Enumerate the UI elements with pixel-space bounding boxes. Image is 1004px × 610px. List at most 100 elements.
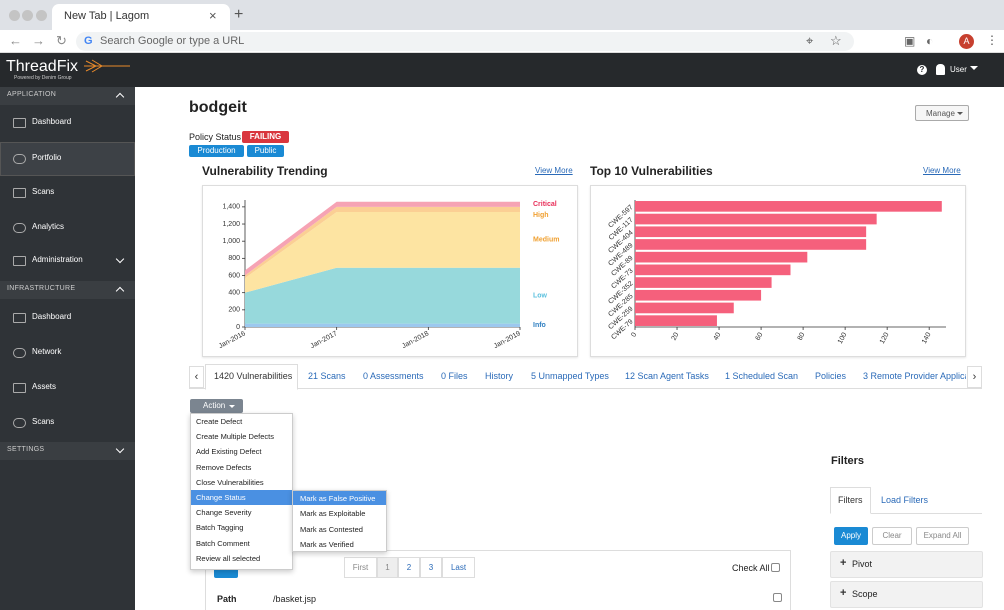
filter-button[interactable]: Apply <box>834 527 868 545</box>
menu-item[interactable]: Change Severity <box>196 508 252 518</box>
user-menu[interactable]: User <box>950 65 967 74</box>
new-tab[interactable]: + <box>234 6 244 23</box>
omnibox-icon[interactable]: ⌖ <box>806 33 814 48</box>
sidebar-section[interactable] <box>0 442 135 460</box>
nav-icon <box>13 256 26 266</box>
sidebar-item[interactable]: Dashboard <box>32 117 72 126</box>
page-link[interactable]: 2 <box>398 557 420 578</box>
window-button[interactable] <box>36 10 47 21</box>
help-icon[interactable]: ? <box>917 65 927 75</box>
sidebar-item[interactable]: Scans <box>32 187 55 196</box>
browser-tab[interactable] <box>52 4 230 30</box>
page-link[interactable]: 3 <box>420 557 442 578</box>
nav-icon <box>13 348 26 358</box>
reload-button[interactable]: ↻ <box>56 33 67 48</box>
extension-icon[interactable]: ▣ <box>904 34 916 48</box>
sidebar-item[interactable]: Analytics <box>32 222 65 231</box>
menu-item[interactable]: Batch Tagging <box>196 523 244 533</box>
x-tick-label: Jan-2018 <box>401 330 430 350</box>
tab[interactable]: History <box>485 371 514 381</box>
tab[interactable]: Policies <box>815 371 847 381</box>
back-button[interactable]: ← <box>9 33 22 48</box>
filter-tabs-line <box>830 513 982 514</box>
checkbox[interactable] <box>773 593 782 602</box>
bar <box>635 277 772 288</box>
bar <box>635 315 717 326</box>
tab[interactable]: 1 Scheduled Scan <box>725 371 799 381</box>
filter-section-label: Pivot <box>852 559 873 569</box>
tag[interactable]: Production <box>189 145 244 157</box>
manage-button[interactable]: Manage <box>915 105 969 121</box>
filter-button[interactable]: Expand All <box>916 527 969 545</box>
nav-icon <box>13 313 26 323</box>
chart-panel <box>590 185 966 357</box>
filter-section[interactable] <box>830 581 983 608</box>
page-link[interactable]: Last <box>442 557 475 578</box>
tab[interactable]: 3 Remote Provider Applica <box>863 371 966 381</box>
menu-item[interactable]: Create Defect <box>196 417 243 426</box>
omnibox-icon[interactable]: ☆ <box>830 33 842 48</box>
filter-section[interactable] <box>830 551 983 578</box>
tab[interactable]: 21 Scans <box>308 371 346 381</box>
y-tick-label: 1,000 <box>222 238 240 245</box>
menu-item[interactable]: Mark as Contested <box>300 524 363 534</box>
sidebar-section[interactable] <box>0 281 135 299</box>
menu-item[interactable]: Remove Defects <box>196 462 252 472</box>
page-link[interactable]: 1 <box>377 557 398 578</box>
x-tick-label: Jan-2019 <box>493 330 522 350</box>
tab[interactable]: 0 Assessments <box>363 371 424 381</box>
menu-item[interactable]: Review all selected <box>196 553 261 563</box>
window-button[interactable] <box>9 10 20 21</box>
filter-tab-active <box>830 487 871 514</box>
filter-tab[interactable]: Filters <box>838 495 863 505</box>
x-tick-label: 60 <box>755 331 765 341</box>
nav-icon <box>13 383 26 393</box>
sidebar-item[interactable]: Assets <box>32 382 57 391</box>
tab[interactable]: 12 Scan Agent Tasks <box>625 371 709 381</box>
view-more-link[interactable]: View More <box>535 166 573 175</box>
omnibox[interactable] <box>76 32 854 51</box>
tab[interactable]: 0 Files <box>441 371 468 381</box>
window-button[interactable] <box>22 10 33 21</box>
x-tick-label: 120 <box>879 331 891 345</box>
policy-status: FAILING <box>242 131 289 143</box>
legend-label: Medium <box>533 237 559 244</box>
extension-icon[interactable]: ◐ <box>926 34 934 48</box>
sidebar-item[interactable]: Dashboard <box>32 312 72 321</box>
menu-item[interactable]: Batch Comment <box>196 538 250 548</box>
logo[interactable]: ThreadFix <box>6 58 79 75</box>
page-link[interactable]: First <box>344 557 377 578</box>
filter-button[interactable]: Clear <box>872 527 912 545</box>
user-icon[interactable] <box>936 64 945 75</box>
results-panel <box>205 550 791 610</box>
tag[interactable]: Public <box>247 145 284 157</box>
sidebar-item[interactable]: Network <box>32 347 62 356</box>
legend-label: High <box>533 212 549 219</box>
menu-item[interactable]: Create Multiple Defects <box>196 432 274 442</box>
view-more-link[interactable]: View More <box>923 166 961 175</box>
tab[interactable]: 1420 Vulnerabilities <box>214 371 293 381</box>
sidebar-item[interactable]: Scans <box>32 417 55 426</box>
scroll-left[interactable]: ‹ <box>189 366 204 388</box>
tab[interactable]: 5 Unmapped Types <box>531 371 609 381</box>
menu-item[interactable]: Mark as Verified <box>300 539 354 549</box>
forward-button[interactable]: → <box>32 33 45 48</box>
checkbox[interactable] <box>771 563 780 572</box>
menu-icon[interactable]: ⋮ <box>986 33 998 47</box>
filter-tab[interactable]: Load Filters <box>881 495 929 505</box>
menu-item[interactable]: Add Existing Defect <box>196 447 262 457</box>
menu-item[interactable]: Change Status <box>196 493 246 502</box>
avatar[interactable]: A <box>959 34 974 49</box>
section-title: SETTINGS <box>7 446 45 453</box>
tab-close[interactable]: × <box>209 8 217 23</box>
sidebar-item[interactable]: Portfolio <box>32 153 62 162</box>
menu-item[interactable]: Close Vulnerabilities <box>196 477 264 487</box>
x-tick-label: 20 <box>671 331 681 341</box>
sidebar-item[interactable]: Administration <box>32 255 83 264</box>
scroll-right[interactable]: › <box>967 366 982 388</box>
menu-item[interactable]: Mark as False Positive <box>300 494 376 503</box>
sidebar-section[interactable] <box>0 87 135 105</box>
table-cell-header: Path <box>217 594 237 604</box>
action-button[interactable]: Action <box>190 399 243 413</box>
menu-item[interactable]: Mark as Exploitable <box>300 509 366 519</box>
